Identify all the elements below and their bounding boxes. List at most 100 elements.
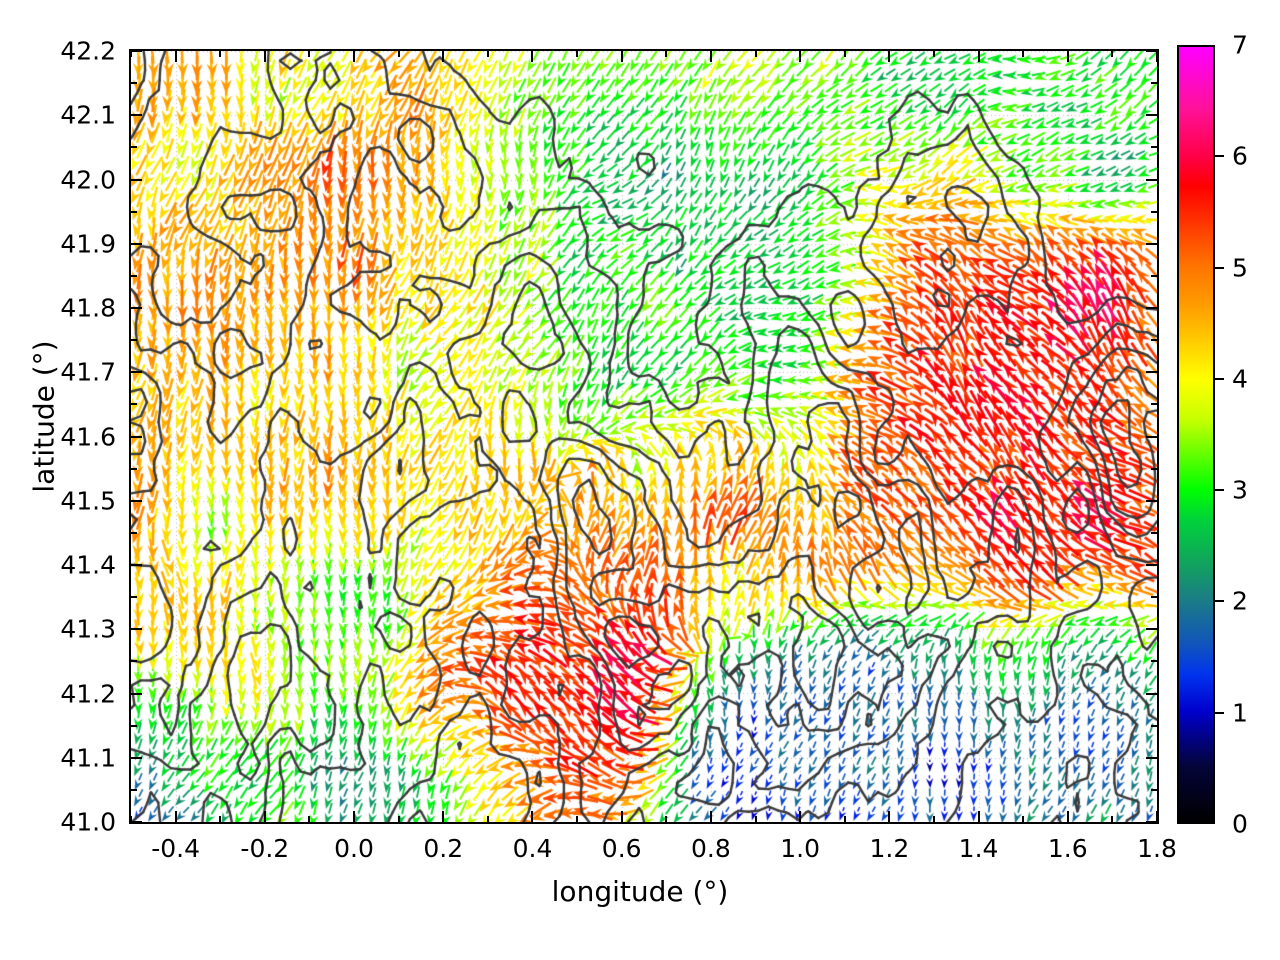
- x-tick-major: [1156, 51, 1158, 62]
- x-tick-label: 0.6: [601, 834, 642, 863]
- x-tick-major: [709, 811, 712, 822]
- x-tick-label: 0.8: [691, 834, 731, 863]
- x-tick-major: [1156, 811, 1158, 822]
- y-tick-major: [1146, 692, 1157, 695]
- colorbar-tick: [1215, 377, 1224, 380]
- x-tick-label: 1.6: [1047, 834, 1088, 863]
- y-tick-label: 41.6: [60, 422, 116, 451]
- colorbar-tick-label: 5: [1232, 253, 1248, 283]
- x-tick-minor: [219, 816, 222, 822]
- y-tick-minor: [1151, 467, 1157, 470]
- x-tick-minor: [397, 816, 400, 822]
- x-tick-minor: [130, 816, 132, 822]
- x-tick-minor: [486, 816, 489, 822]
- y-tick-label: 41.3: [60, 614, 116, 644]
- y-tick-major: [1146, 307, 1157, 309]
- x-axis-title: longitude (°): [551, 875, 729, 908]
- y-tick-major: [1146, 242, 1157, 245]
- x-tick-major: [1066, 51, 1069, 62]
- colorbar-tick-label: 7: [1232, 30, 1248, 60]
- y-tick-minor: [131, 403, 137, 406]
- x-tick-major: [174, 51, 177, 62]
- x-tick-minor: [754, 816, 757, 822]
- y-tick-major: [131, 564, 142, 566]
- x-tick-minor: [665, 816, 668, 822]
- x-tick-minor: [130, 51, 132, 57]
- x-tick-minor: [397, 51, 400, 57]
- y-tick-major: [1146, 756, 1157, 759]
- y-tick-minor: [131, 82, 137, 85]
- y-tick-minor: [1151, 531, 1157, 534]
- y-tick-minor: [1151, 788, 1157, 791]
- x-tick-major: [799, 811, 802, 822]
- colorbar-tick: [1215, 266, 1224, 269]
- x-tick-label: 1.8: [1137, 834, 1177, 863]
- x-tick-major: [1066, 811, 1069, 822]
- x-tick-label: 0.4: [512, 834, 553, 863]
- x-tick-major: [977, 811, 980, 822]
- y-tick-minor: [131, 531, 137, 534]
- colorbar-tick-label: 4: [1232, 364, 1248, 394]
- x-tick-minor: [665, 51, 668, 57]
- y-tick-label: 41.9: [60, 229, 116, 259]
- x-tick-major: [353, 51, 356, 62]
- plot-area: [129, 49, 1159, 824]
- y-tick-label: 42.0: [60, 165, 116, 194]
- x-tick-major: [620, 51, 623, 62]
- x-tick-major: [174, 811, 177, 822]
- y-tick-label: 42.2: [60, 36, 116, 66]
- y-tick-major: [131, 114, 142, 117]
- colorbar-tick: [1215, 600, 1224, 603]
- y-tick-minor: [1151, 660, 1157, 663]
- x-tick-major: [620, 811, 623, 822]
- y-tick-label: 41.2: [60, 679, 116, 708]
- y-tick-label: 41.0: [60, 807, 116, 837]
- x-tick-major: [977, 51, 980, 62]
- y-tick-major: [1146, 114, 1157, 117]
- y-tick-minor: [131, 467, 137, 470]
- y-tick-major: [1146, 628, 1157, 631]
- x-tick-label: 1.0: [780, 834, 821, 863]
- y-tick-minor: [131, 210, 137, 213]
- x-tick-minor: [754, 51, 757, 57]
- y-tick-label: 41.5: [60, 486, 116, 516]
- x-tick-minor: [486, 51, 489, 57]
- x-tick-minor: [576, 816, 579, 822]
- x-tick-minor: [1111, 51, 1114, 57]
- x-tick-major: [263, 811, 266, 822]
- x-tick-major: [709, 51, 712, 62]
- y-tick-label: 41.7: [60, 357, 116, 387]
- y-tick-minor: [1151, 82, 1157, 85]
- y-tick-major: [131, 435, 142, 438]
- x-tick-minor: [843, 51, 846, 57]
- colorbar-tick-label: 3: [1232, 475, 1248, 505]
- y-tick-major: [131, 242, 142, 245]
- y-tick-major: [131, 178, 142, 181]
- y-tick-major: [1146, 50, 1157, 52]
- colorbar-tick: [1215, 489, 1224, 492]
- x-tick-minor: [1111, 816, 1114, 822]
- y-tick-minor: [131, 788, 137, 791]
- x-tick-label: 0.0: [334, 834, 374, 863]
- x-tick-minor: [932, 51, 935, 57]
- x-tick-label: -0.4: [151, 834, 200, 863]
- x-tick-minor: [219, 51, 222, 57]
- colorbar-tick-label: 2: [1232, 586, 1248, 616]
- x-tick-major: [799, 51, 802, 62]
- x-tick-major: [353, 811, 356, 822]
- x-tick-major: [531, 51, 534, 62]
- y-tick-major: [1146, 178, 1157, 181]
- y-tick-major: [1146, 564, 1157, 566]
- y-tick-minor: [131, 660, 137, 663]
- y-tick-minor: [131, 339, 137, 342]
- y-tick-label: 41.8: [60, 293, 116, 323]
- colorbar-tick: [1215, 155, 1224, 158]
- y-tick-major: [131, 756, 142, 759]
- y-tick-major: [131, 307, 142, 309]
- y-tick-major: [1146, 435, 1157, 438]
- y-tick-minor: [1151, 339, 1157, 342]
- colorbar-tick-label: 6: [1232, 141, 1248, 171]
- y-tick-major: [1146, 371, 1157, 374]
- y-tick-minor: [1151, 596, 1157, 599]
- y-tick-minor: [131, 724, 137, 727]
